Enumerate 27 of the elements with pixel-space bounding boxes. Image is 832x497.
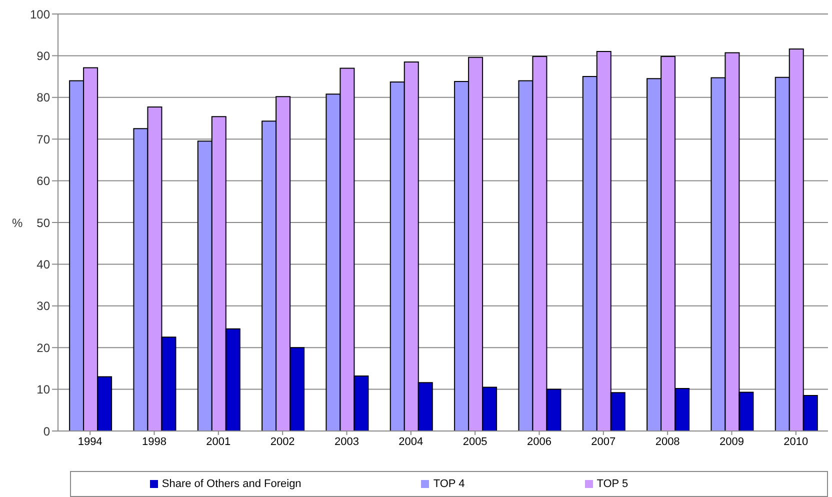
x-tick-label: 2006 <box>527 436 552 448</box>
y-tick-label: 80 <box>36 90 50 105</box>
y-tick-label: 50 <box>36 216 50 230</box>
x-tick-label: 2002 <box>270 436 295 448</box>
y-tick-label: 0 <box>43 424 50 438</box>
x-tick-label: 2001 <box>206 436 231 448</box>
x-tick-label: 2008 <box>655 436 680 448</box>
x-tick-label: 2007 <box>591 436 616 448</box>
y-tick-label: 30 <box>36 299 50 314</box>
x-tick-label: 2010 <box>784 436 808 448</box>
x-tick-label: 2003 <box>334 436 359 448</box>
x-tick-label: 1998 <box>142 436 166 448</box>
y-axis-title: % <box>12 216 23 230</box>
x-tick-label: 2004 <box>398 436 424 448</box>
y-tick-label: 100 <box>30 7 50 22</box>
x-tick-label: 2009 <box>720 436 744 448</box>
legend-label: Share of Others and Foreign <box>162 478 302 490</box>
legend-label: TOP 5 <box>596 478 628 490</box>
y-tick-label: 20 <box>36 340 50 355</box>
y-tick-label: 10 <box>36 382 50 397</box>
x-tick-label: 1994 <box>78 436 102 448</box>
x-tick-label: 2005 <box>462 436 488 448</box>
y-tick-label: 60 <box>36 174 50 188</box>
y-tick-label: 40 <box>36 257 50 272</box>
y-tick-label: 90 <box>36 48 50 63</box>
legend-label: TOP 4 <box>433 478 465 490</box>
y-tick-label: 70 <box>36 132 50 146</box>
